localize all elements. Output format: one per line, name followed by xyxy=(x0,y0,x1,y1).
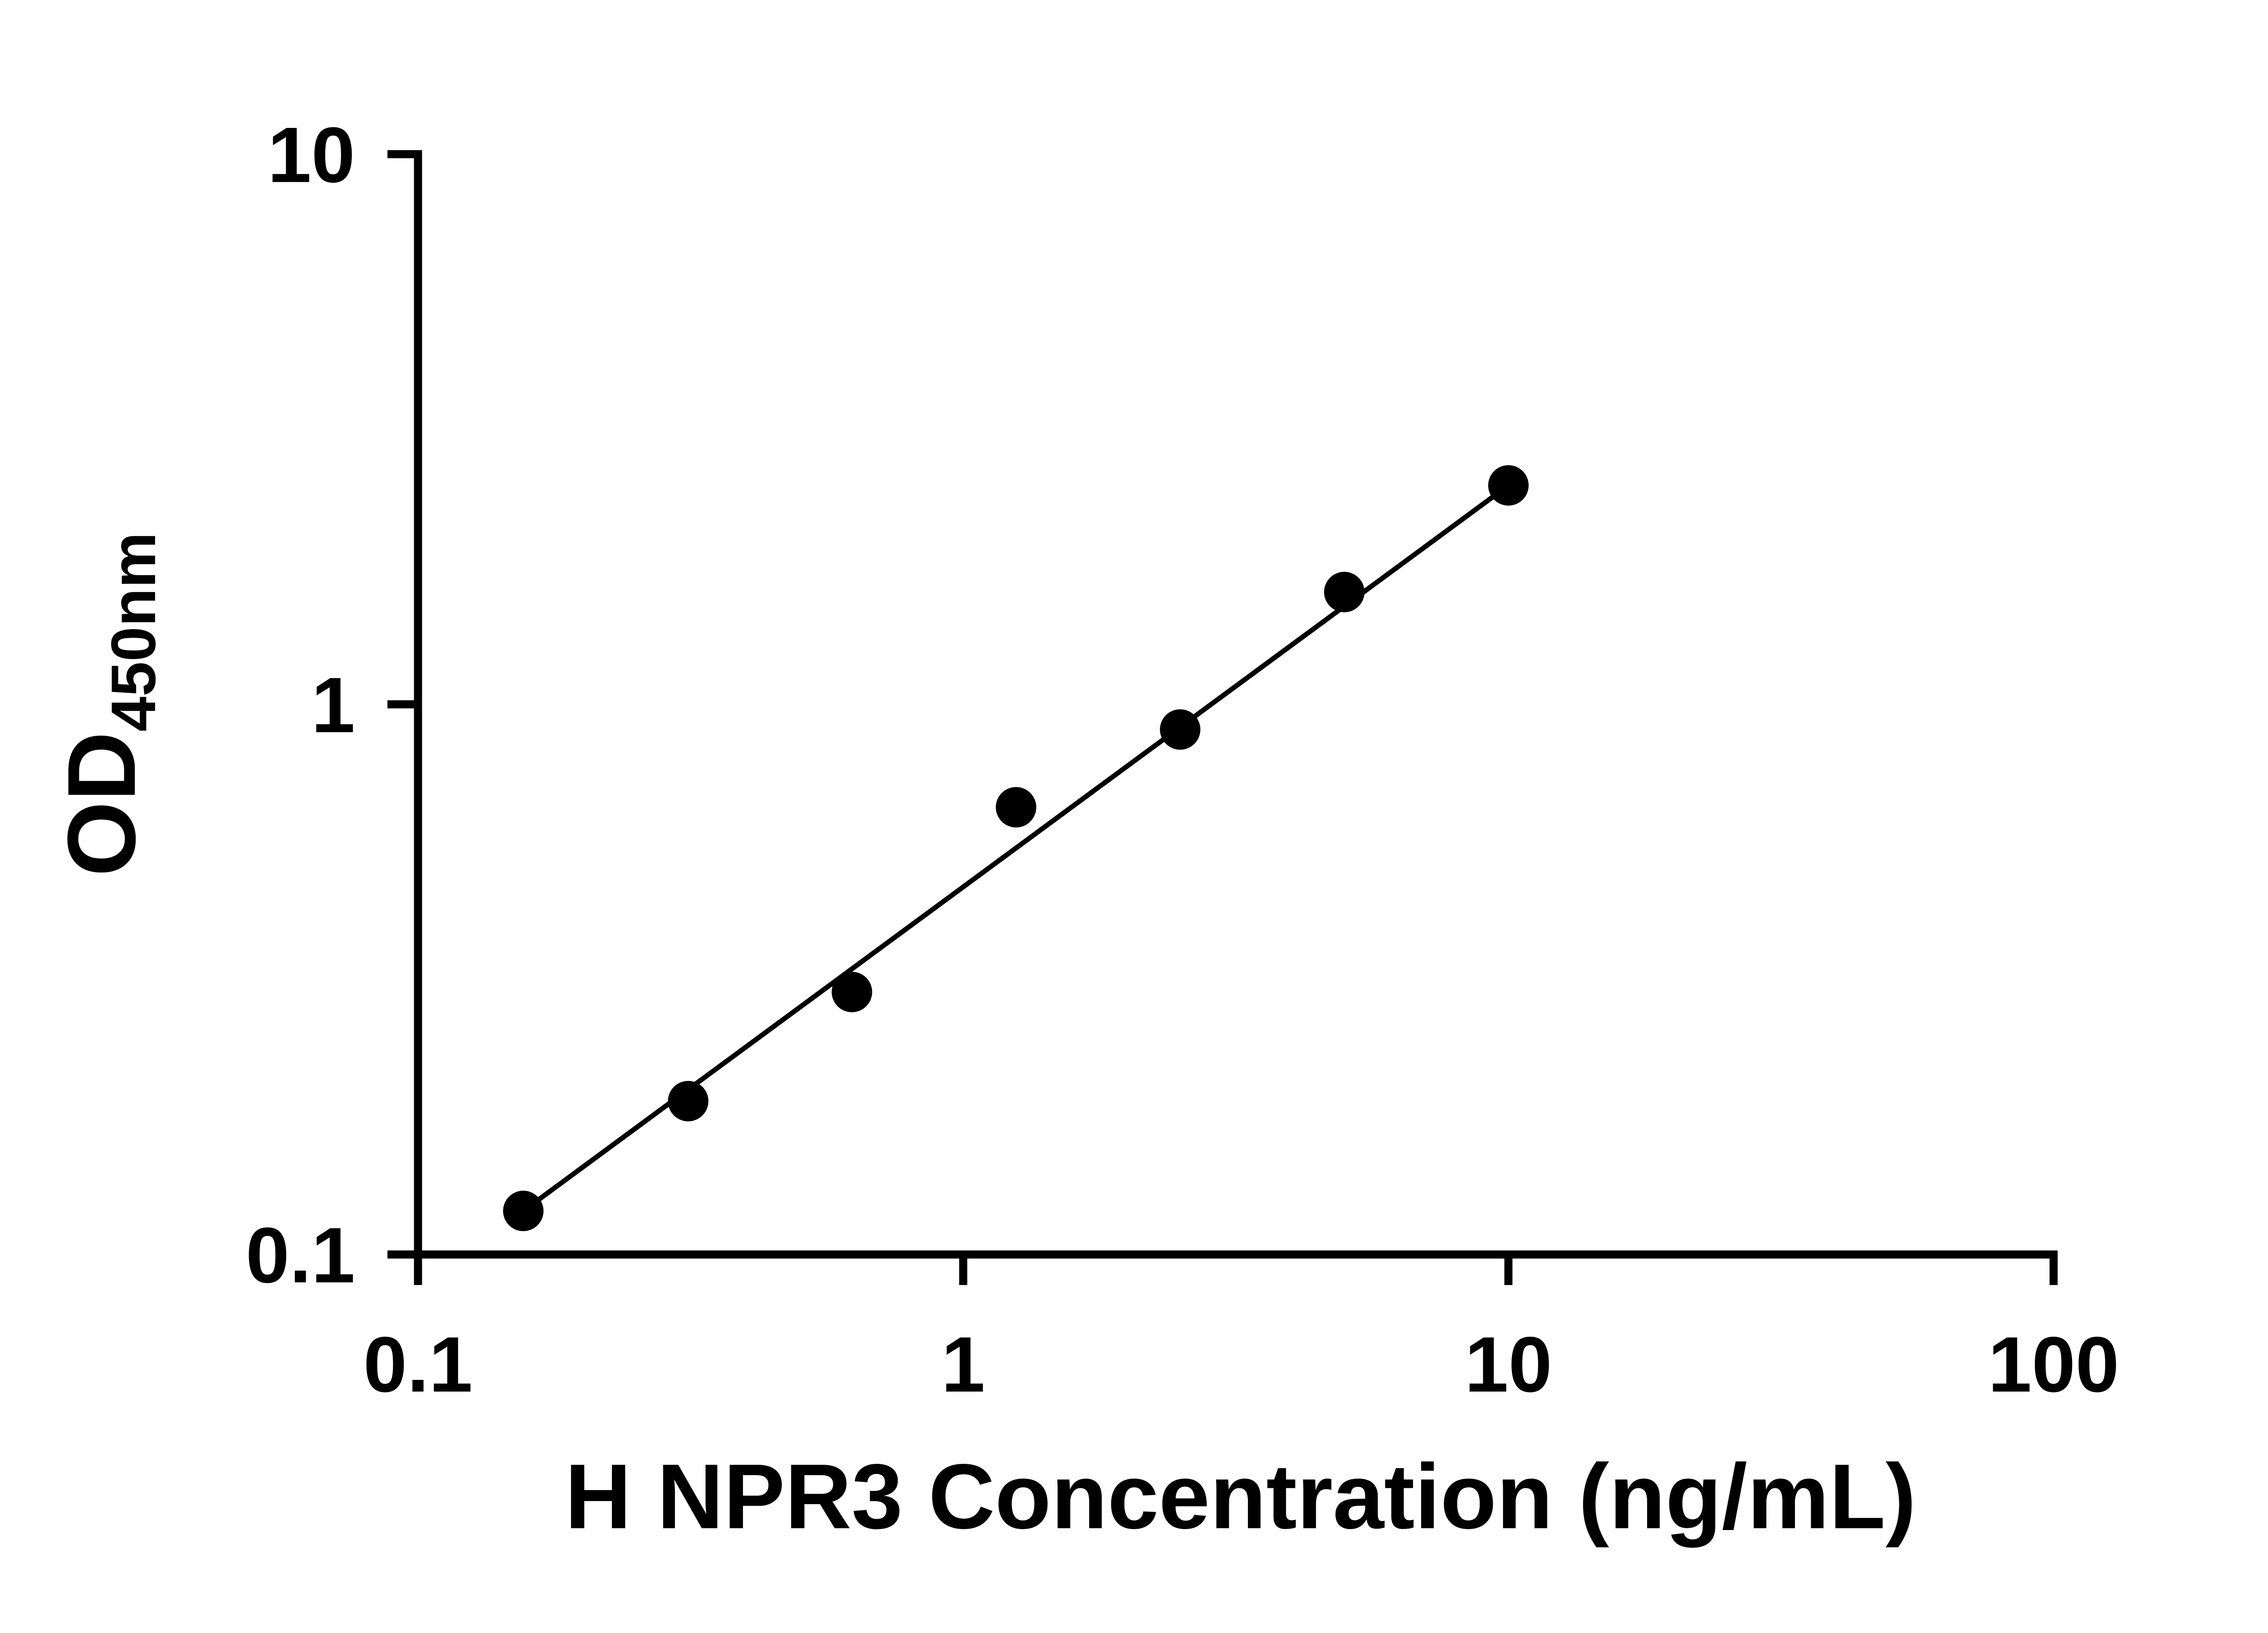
y-axis-title: OD450nm xyxy=(48,532,169,876)
x-tick-label: 10 xyxy=(1465,1320,1552,1408)
x-tick-label: 100 xyxy=(1988,1320,2119,1408)
y-tick-label: 1 xyxy=(311,661,355,749)
y-tick-label: 10 xyxy=(268,111,355,199)
data-point xyxy=(1160,709,1201,750)
y-axis-title-main: OD xyxy=(48,732,156,877)
axes: 0.1 1 10 0.1 1 10 100 xyxy=(246,111,2119,1408)
data-point xyxy=(1324,572,1365,612)
data-series xyxy=(503,465,1529,1232)
y-tick-label: 0.1 xyxy=(246,1211,355,1299)
data-point xyxy=(1488,465,1529,506)
y-axis-title-subscript: 450nm xyxy=(98,532,169,732)
x-axis-title: H NPR3 Concentration (ng/mL) xyxy=(565,1445,1916,1548)
data-point xyxy=(831,972,872,1012)
x-tick-label: 0.1 xyxy=(363,1320,473,1408)
data-point xyxy=(503,1190,544,1232)
axis-line xyxy=(414,150,2058,1259)
data-point xyxy=(668,1081,709,1122)
x-tick-label: 1 xyxy=(941,1320,985,1408)
data-point xyxy=(996,787,1036,828)
